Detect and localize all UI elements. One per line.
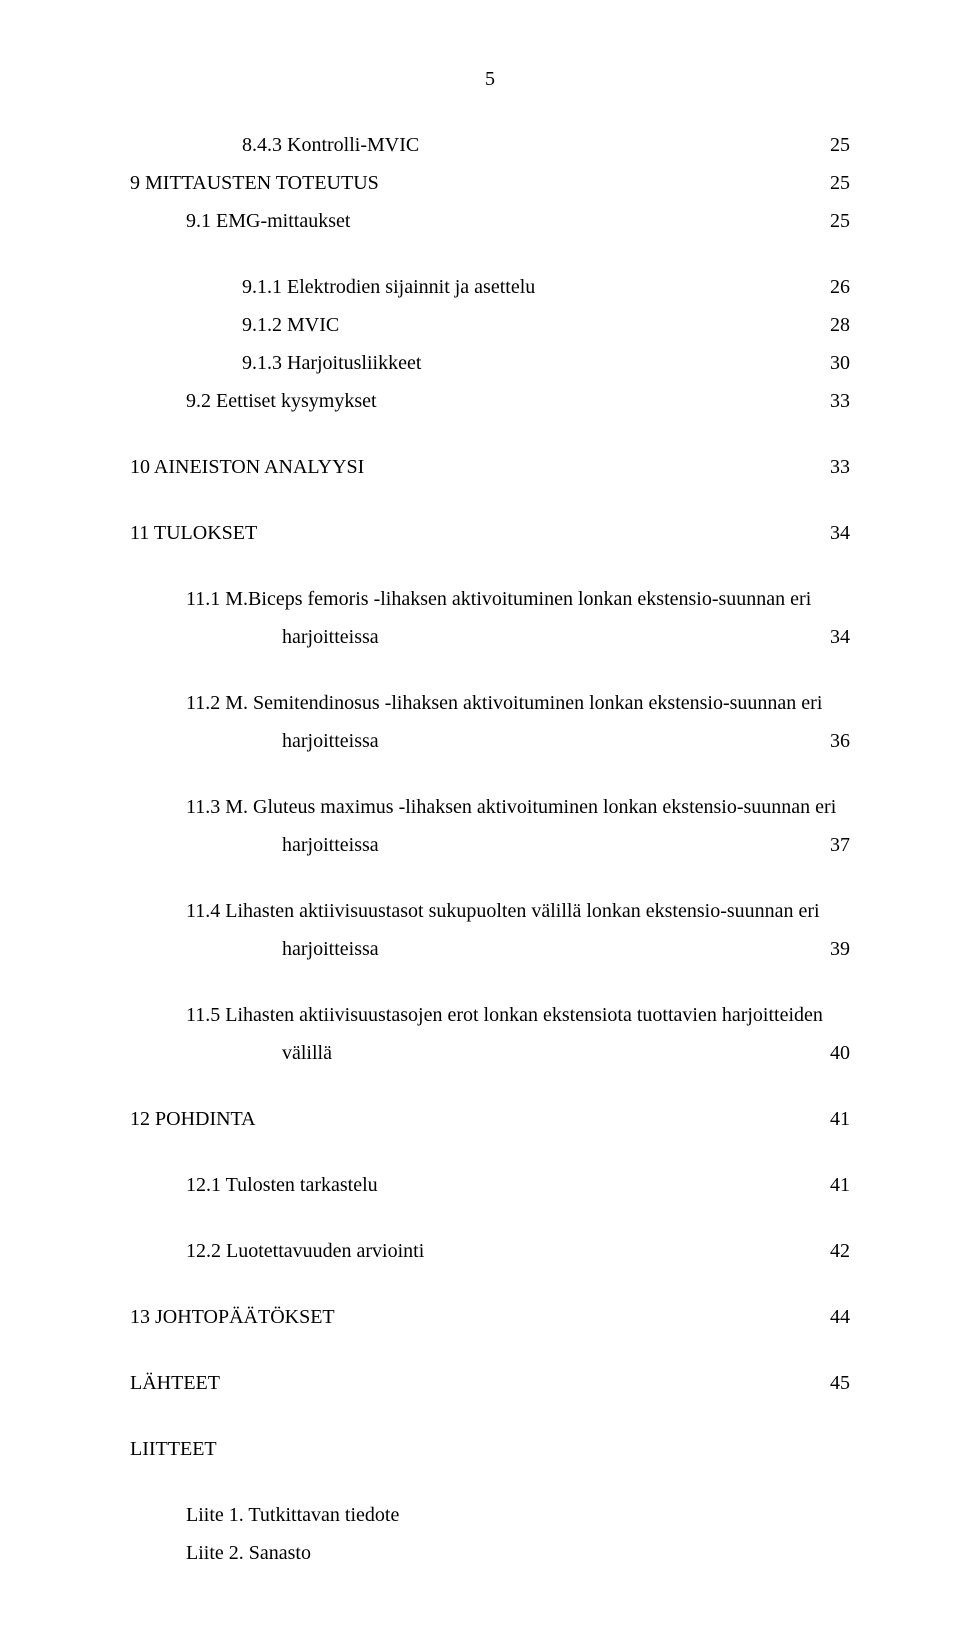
toc-entry-label: 9.2 Eettiset kysymykset xyxy=(186,382,377,420)
toc-entry: harjoitteissa 36 xyxy=(130,722,850,760)
toc-entry-page: 40 xyxy=(820,1034,850,1072)
toc-entry-page: 36 xyxy=(820,722,850,760)
toc-entry-label: 11 TULOKSET xyxy=(130,514,257,552)
vertical-gap xyxy=(130,1072,850,1100)
toc-entry-label: LÄHTEET xyxy=(130,1364,220,1402)
vertical-gap xyxy=(130,1270,850,1298)
toc-entry-label: 11.3 M. Gluteus maximus -lihaksen aktivo… xyxy=(186,788,836,826)
toc-entry: 11.4 Lihasten aktiivisuustasot sukupuolt… xyxy=(130,892,850,930)
toc-entry: 10 AINEISTON ANALYYSI 33 xyxy=(130,448,850,486)
toc-entry-label: 11.4 Lihasten aktiivisuustasot sukupuolt… xyxy=(186,892,820,930)
toc-entry-label: 11.5 Lihasten aktiivisuustasojen erot lo… xyxy=(186,996,823,1034)
toc-entry-label: 9.1.3 Harjoitusliikkeet xyxy=(242,344,421,382)
toc-entry-label: 12.2 Luotettavuuden arviointi xyxy=(186,1232,424,1270)
toc-entry: 11.5 Lihasten aktiivisuustasojen erot lo… xyxy=(130,996,850,1034)
toc-entry: 12.1 Tulosten tarkastelu 41 xyxy=(130,1166,850,1204)
vertical-gap xyxy=(130,760,850,788)
toc-entry-label: LIITTEET xyxy=(130,1430,217,1468)
toc-entry: harjoitteissa 39 xyxy=(130,930,850,968)
toc-entry-page: 30 xyxy=(820,344,850,382)
toc-entry: välillä 40 xyxy=(130,1034,850,1072)
toc-entry-label: harjoitteissa xyxy=(282,722,379,760)
document-page: 5 8.4.3 Kontrolli-MVIC259 MITTAUSTEN TOT… xyxy=(0,0,960,1632)
toc-entry: harjoitteissa 34 xyxy=(130,618,850,656)
vertical-gap xyxy=(130,1138,850,1166)
toc-entry-label: 13 JOHTOPÄÄTÖKSET xyxy=(130,1298,335,1336)
toc-entry-page: 37 xyxy=(820,826,850,864)
toc-entry-page: 34 xyxy=(820,514,850,552)
toc-entry-label: 11.1 M.Biceps femoris -lihaksen aktivoit… xyxy=(186,580,811,618)
vertical-gap xyxy=(130,552,850,580)
toc-entry: 9 MITTAUSTEN TOTEUTUS 25 xyxy=(130,164,850,202)
toc-entry-page: 41 xyxy=(820,1166,850,1204)
toc-entry: 13 JOHTOPÄÄTÖKSET 44 xyxy=(130,1298,850,1336)
toc-entry-page: 25 xyxy=(820,164,850,202)
toc-entry-label: 10 AINEISTON ANALYYSI xyxy=(130,448,364,486)
toc-entry: 11.2 M. Semitendinosus -lihaksen aktivoi… xyxy=(130,684,850,722)
toc-entry: LIITTEET xyxy=(130,1430,850,1468)
toc-entry-label: 12.1 Tulosten tarkastelu xyxy=(186,1166,378,1204)
toc-entry: 8.4.3 Kontrolli-MVIC 25 xyxy=(130,126,850,164)
toc-entry: 9.1.1 Elektrodien sijainnit ja asettelu 2… xyxy=(130,268,850,306)
toc-entry: LÄHTEET 45 xyxy=(130,1364,850,1402)
vertical-gap xyxy=(130,1468,850,1496)
toc-entry: 11 TULOKSET 34 xyxy=(130,514,850,552)
toc-entry-label: 11.2 M. Semitendinosus -lihaksen aktivoi… xyxy=(186,684,822,722)
toc-entry-label: 12 POHDINTA xyxy=(130,1100,256,1138)
vertical-gap xyxy=(130,1336,850,1364)
toc-entry-page: 33 xyxy=(820,448,850,486)
toc-entry-page: 34 xyxy=(820,618,850,656)
toc-entry-label: 9 MITTAUSTEN TOTEUTUS xyxy=(130,164,379,202)
toc-entry: 9.1.3 Harjoitusliikkeet 30 xyxy=(130,344,850,382)
toc-entry-page: 26 xyxy=(820,268,850,306)
toc-entry: harjoitteissa 37 xyxy=(130,826,850,864)
toc-entry-page: 44 xyxy=(820,1298,850,1336)
toc-entry-label: harjoitteissa xyxy=(282,618,379,656)
toc-entry-page: 42 xyxy=(820,1232,850,1270)
vertical-gap xyxy=(130,1402,850,1430)
vertical-gap xyxy=(130,1204,850,1232)
page-number: 5 xyxy=(130,60,850,98)
toc-entry-label: Liite 2. Sanasto xyxy=(186,1534,311,1572)
toc-entry: 11.3 M. Gluteus maximus -lihaksen aktivo… xyxy=(130,788,850,826)
table-of-contents: 8.4.3 Kontrolli-MVIC259 MITTAUSTEN TOTEU… xyxy=(130,126,850,1572)
toc-entry-label: harjoitteissa xyxy=(282,826,379,864)
toc-entry-page: 41 xyxy=(820,1100,850,1138)
toc-entry: Liite 2. Sanasto xyxy=(130,1534,850,1572)
toc-entry-page: 39 xyxy=(820,930,850,968)
toc-entry: 9.2 Eettiset kysymykset 33 xyxy=(130,382,850,420)
toc-entry-page: 45 xyxy=(820,1364,850,1402)
toc-entry-page: 25 xyxy=(820,202,850,240)
vertical-gap xyxy=(130,486,850,514)
toc-entry: 11.1 M.Biceps femoris -lihaksen aktivoit… xyxy=(130,580,850,618)
toc-entry: 9.1 EMG-mittaukset 25 xyxy=(130,202,850,240)
toc-entry: 9.1.2 MVIC 28 xyxy=(130,306,850,344)
toc-entry-label: harjoitteissa xyxy=(282,930,379,968)
toc-entry-page: 33 xyxy=(820,382,850,420)
vertical-gap xyxy=(130,420,850,448)
toc-entry-label: välillä xyxy=(282,1034,332,1072)
toc-entry-label: 8.4.3 Kontrolli-MVIC xyxy=(242,126,419,164)
toc-entry-page: 28 xyxy=(820,306,850,344)
vertical-gap xyxy=(130,864,850,892)
toc-entry-page: 25 xyxy=(820,126,850,164)
toc-entry: Liite 1. Tutkittavan tiedote xyxy=(130,1496,850,1534)
toc-entry-label: 9.1.1 Elektrodien sijainnit ja asettelu xyxy=(242,268,535,306)
toc-entry-label: 9.1.2 MVIC xyxy=(242,306,339,344)
toc-entry: 12.2 Luotettavuuden arviointi 42 xyxy=(130,1232,850,1270)
toc-entry-label: 9.1 EMG-mittaukset xyxy=(186,202,350,240)
toc-entry: 12 POHDINTA 41 xyxy=(130,1100,850,1138)
vertical-gap xyxy=(130,656,850,684)
vertical-gap xyxy=(130,240,850,268)
toc-entry-label: Liite 1. Tutkittavan tiedote xyxy=(186,1496,399,1534)
vertical-gap xyxy=(130,968,850,996)
